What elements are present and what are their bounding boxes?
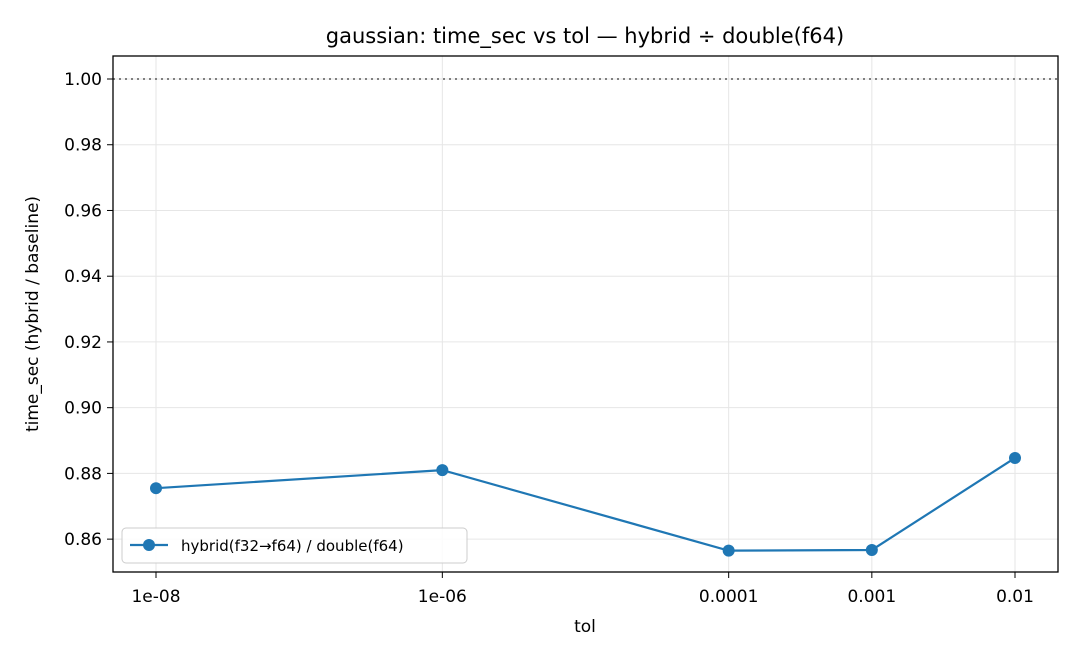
- y-tick-label: 0.86: [64, 530, 102, 550]
- legend-box: [121, 527, 468, 564]
- legend: hybrid(f32→f64) / double(f64): [121, 527, 468, 564]
- data-point: [436, 464, 449, 477]
- y-axis: 0.86 0.88 0.90 0.92 0.94 0.96 0.98 1.00: [64, 70, 113, 550]
- x-tick-label: 0.01: [996, 587, 1034, 607]
- series-group: [150, 451, 1021, 557]
- y-tick-label: 0.90: [64, 399, 102, 419]
- x-tick-label: 1e-08: [131, 587, 180, 607]
- x-tick-label: 0.001: [847, 587, 896, 607]
- y-tick-label: 0.94: [64, 267, 102, 287]
- y-tick-label: 0.88: [64, 464, 102, 484]
- chart-title: gaussian: time_sec vs tol — hybrid ÷ dou…: [326, 24, 844, 49]
- legend-series-label: hybrid(f32→f64) / double(f64): [181, 537, 404, 555]
- y-tick-label: 1.00: [64, 70, 102, 90]
- data-point: [1009, 451, 1021, 464]
- legend-marker-swatch: [143, 539, 155, 551]
- data-point: [722, 544, 735, 557]
- plot-frame: [112, 55, 1059, 573]
- y-tick-label: 0.98: [64, 136, 102, 156]
- data-point: [150, 482, 162, 495]
- data-point: [865, 543, 878, 556]
- y-tick-label: 0.96: [64, 201, 102, 221]
- y-axis-label: time_sec (hybrid / baseline): [23, 196, 43, 432]
- x-axis: 1e-08 1e-06 0.0001 0.001 0.01: [131, 572, 1034, 607]
- x-tick-label: 0.0001: [699, 587, 758, 607]
- x-tick-label: 1e-06: [418, 587, 467, 607]
- y-tick-label: 0.92: [64, 333, 102, 353]
- x-axis-label: tol: [574, 617, 596, 637]
